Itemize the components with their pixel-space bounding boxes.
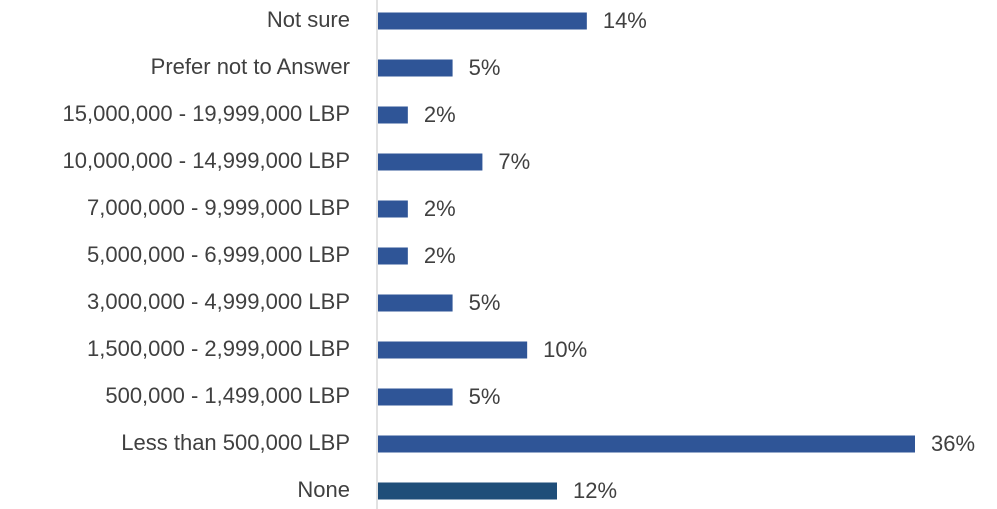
category-label: 5,000,000 - 6,999,000 LBP [87, 242, 350, 267]
value-label: 5% [469, 55, 501, 80]
category-label: 15,000,000 - 19,999,000 LBP [63, 101, 350, 126]
category-label: 500,000 - 1,499,000 LBP [105, 383, 350, 408]
bar [378, 341, 528, 359]
value-label: 7% [498, 149, 530, 174]
bar [378, 106, 408, 124]
bar [378, 294, 453, 312]
value-label: 2% [424, 243, 456, 268]
category-label: 10,000,000 - 14,999,000 LBP [63, 148, 350, 173]
bar [378, 153, 483, 171]
category-label: 1,500,000 - 2,999,000 LBP [87, 336, 350, 361]
category-label: Not sure [267, 7, 350, 32]
value-label: 5% [469, 384, 501, 409]
category-label: 7,000,000 - 9,999,000 LBP [87, 195, 350, 220]
value-label: 5% [469, 290, 501, 315]
bar [378, 247, 408, 265]
bar [378, 59, 453, 77]
category-label: Prefer not to Answer [151, 54, 350, 79]
value-label: 10% [543, 337, 587, 362]
bar [378, 482, 557, 500]
bar [378, 200, 408, 218]
value-label: 2% [424, 196, 456, 221]
category-label: Less than 500,000 LBP [121, 430, 350, 455]
category-label: None [297, 477, 350, 502]
bar [378, 435, 915, 453]
category-label: 3,000,000 - 4,999,000 LBP [87, 289, 350, 314]
bar [378, 388, 453, 406]
value-label: 36% [931, 431, 975, 456]
value-label: 12% [573, 478, 617, 503]
value-label: 14% [603, 8, 647, 33]
bar [378, 12, 587, 30]
value-label: 2% [424, 102, 456, 127]
